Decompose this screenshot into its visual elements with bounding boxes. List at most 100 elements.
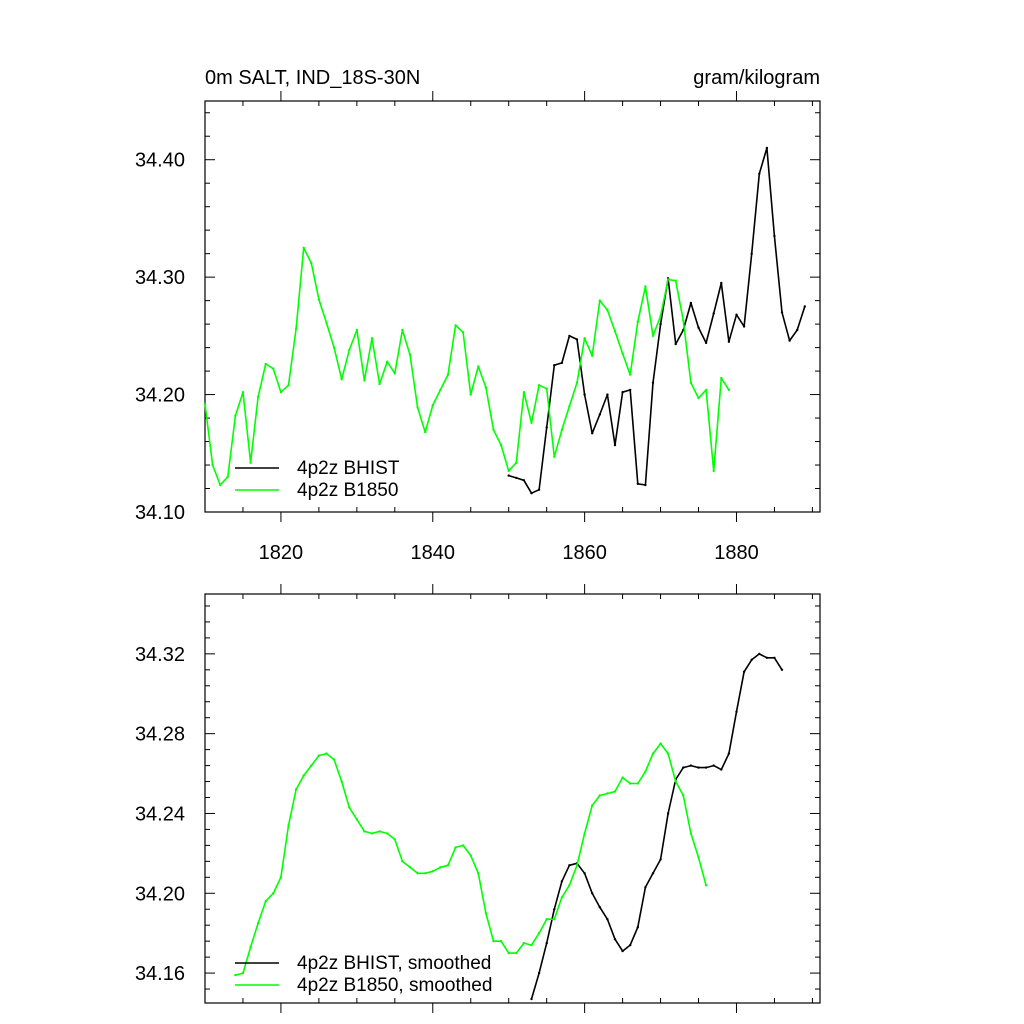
data-point — [439, 388, 442, 392]
data-point — [461, 844, 465, 847]
data-point — [697, 766, 700, 769]
data-point — [682, 794, 685, 797]
data-point — [666, 278, 670, 281]
data-point — [727, 388, 731, 392]
data-point — [477, 872, 480, 875]
data-point — [294, 327, 298, 330]
data-point — [621, 949, 624, 953]
data-point — [629, 373, 632, 376]
data-point — [560, 428, 564, 431]
data-point — [674, 279, 677, 282]
data-point — [644, 886, 647, 889]
data-point — [325, 752, 328, 755]
data-point — [720, 768, 723, 771]
chart-title: 0m SALT, IND_18S-30N — [205, 67, 420, 89]
y-tick-label: 34.24 — [135, 803, 185, 825]
data-point — [431, 870, 434, 873]
data-point — [545, 426, 548, 429]
data-point — [522, 391, 526, 394]
data-point — [461, 331, 465, 334]
data-point — [621, 352, 624, 355]
data-point — [750, 658, 753, 661]
y-tick-label: 34.20 — [135, 883, 185, 905]
data-point — [575, 338, 579, 341]
data-point — [568, 405, 571, 408]
data-point — [325, 321, 328, 325]
data-point — [408, 866, 412, 869]
plot-frame — [204, 593, 821, 1004]
data-point — [765, 656, 769, 659]
legend-label: 4p2z BHIST, smoothed — [297, 953, 491, 974]
data-point — [553, 908, 556, 911]
data-point — [545, 941, 548, 945]
data-point — [583, 393, 586, 396]
data-point — [408, 353, 412, 356]
data-point — [499, 443, 503, 447]
data-point — [241, 391, 245, 394]
y-tick-label: 34.16 — [135, 963, 185, 985]
data-point — [773, 656, 776, 659]
data-point — [431, 403, 434, 407]
data-point — [355, 328, 359, 332]
data-point — [583, 872, 586, 875]
data-point — [537, 932, 541, 935]
data-point — [712, 312, 715, 315]
data-point — [651, 752, 655, 755]
data-point — [219, 483, 222, 487]
data-point — [644, 483, 647, 487]
legend-label: 4p2z B1850, smoothed — [297, 975, 492, 996]
data-point — [424, 430, 427, 434]
data-point — [689, 832, 693, 835]
data-point — [226, 475, 229, 478]
data-point — [621, 391, 624, 394]
data-point — [780, 311, 784, 314]
data-point — [348, 806, 351, 809]
data-point — [682, 766, 685, 769]
data-point — [651, 872, 655, 875]
data-point — [659, 314, 662, 318]
data-point — [294, 788, 298, 791]
y-tick-label: 34.28 — [135, 724, 185, 746]
data-point — [735, 313, 738, 316]
data-point — [492, 428, 495, 431]
data-point — [659, 858, 662, 861]
data-point — [287, 824, 290, 827]
data-point — [629, 943, 632, 947]
data-point — [439, 866, 442, 869]
units-label: gram/kilogram — [693, 67, 820, 89]
data-point — [780, 668, 784, 671]
data-point — [317, 298, 321, 301]
data-point — [621, 776, 624, 779]
data-point — [530, 492, 533, 495]
series-line-bhist — [530, 653, 783, 1000]
data-point — [530, 997, 533, 1001]
y-tick-label: 34.10 — [135, 502, 185, 524]
data-point — [689, 764, 693, 767]
data-point — [264, 362, 267, 366]
chart-panel-2: 34.16 34.20 34.24 34.28 34.32 4p2z BHIST, smo… — [135, 584, 821, 1013]
data-point — [644, 770, 647, 773]
data-point — [530, 421, 533, 424]
data-point — [727, 752, 731, 755]
data-point — [515, 951, 518, 955]
data-point — [553, 364, 556, 367]
data-point — [348, 348, 351, 352]
data-point — [697, 396, 700, 400]
y-tick-label: 34.40 — [135, 150, 185, 172]
data-point — [477, 365, 480, 368]
data-point — [697, 856, 700, 859]
data-point — [591, 354, 594, 357]
data-point — [378, 382, 381, 386]
data-point — [363, 830, 366, 833]
data-point — [203, 402, 207, 406]
data-point — [666, 752, 670, 755]
data-point — [234, 973, 237, 977]
data-point — [644, 285, 647, 288]
data-point — [340, 780, 343, 783]
data-point — [636, 926, 639, 929]
data-point — [629, 388, 632, 392]
data-point — [393, 838, 396, 841]
data-point — [636, 482, 639, 485]
data-point — [378, 830, 381, 833]
